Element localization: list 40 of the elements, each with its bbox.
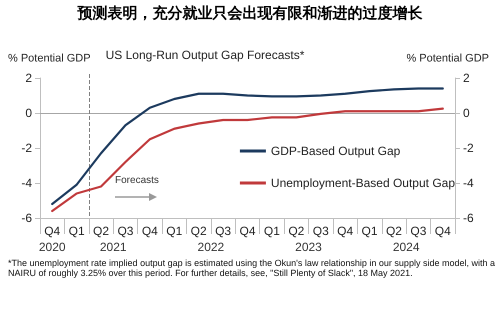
- y2-tick-label: 2: [463, 71, 470, 85]
- x-tick-label: Q3: [117, 224, 134, 238]
- text: *The unemployment rate implied output gap is estimated using the Okun's law relationship in our supply side model, with a NAIRU of roughly 3.25% over this period. For further details, see, "Still Plenty of Slack", 18 May 2021.: [8, 258, 496, 278]
- text: 2021: [100, 240, 127, 254]
- x-tick-label: Q2: [93, 224, 110, 238]
- x-tick-label: Q3: [215, 224, 232, 238]
- text: 2023: [295, 240, 322, 254]
- y-tick-label: 0: [25, 106, 32, 120]
- text: 2024: [392, 240, 420, 254]
- y2-tick-label: -2: [463, 141, 474, 155]
- y2-tick-label: -6: [463, 211, 474, 225]
- y2-tick-label: 0: [463, 106, 470, 120]
- y-tick-label: -6: [21, 211, 32, 225]
- y-tick-label: -4: [21, 176, 32, 190]
- y2-axis-title: % Potential GDP: [406, 52, 489, 64]
- x-tick-label: Q4: [239, 224, 256, 238]
- x-tick-label: Q1: [362, 224, 378, 238]
- x-tick-label: Q1: [264, 224, 280, 238]
- y-tick-label: 2: [25, 71, 32, 85]
- y-tick-label: -2: [21, 141, 32, 155]
- x-tick-label: Q1: [166, 224, 183, 238]
- x-tick-label: Q4: [434, 224, 452, 238]
- text: 2022: [198, 240, 224, 254]
- chart-title: 预测表明，充分就业只会出现有限和渐进的过度增长: [76, 4, 424, 23]
- text: 2020: [38, 240, 66, 254]
- x-tick-label: Q4: [44, 224, 61, 238]
- y-axis-title: % Potential GDP: [8, 52, 91, 64]
- legend-label: GDP-Based Output Gap: [270, 144, 401, 158]
- x-tick-label: Q2: [288, 224, 305, 238]
- x-tick-label: Q3: [410, 224, 427, 238]
- legend-label: Unemployment-Based Output Gap: [270, 176, 456, 190]
- x-tick-label: Q4: [337, 224, 354, 238]
- x-tick-label: Q1: [68, 224, 85, 238]
- x-tick-label: Q2: [386, 224, 402, 238]
- x-tick-label: Q2: [190, 224, 208, 238]
- annotation: Forecasts: [115, 175, 159, 186]
- chart-subtitle: US Long-Run Output Gap Forecasts*: [106, 48, 305, 62]
- y2-tick-label: -4: [463, 176, 474, 190]
- x-tick-label: Q3: [312, 224, 330, 238]
- x-tick-label: Q4: [142, 224, 158, 238]
